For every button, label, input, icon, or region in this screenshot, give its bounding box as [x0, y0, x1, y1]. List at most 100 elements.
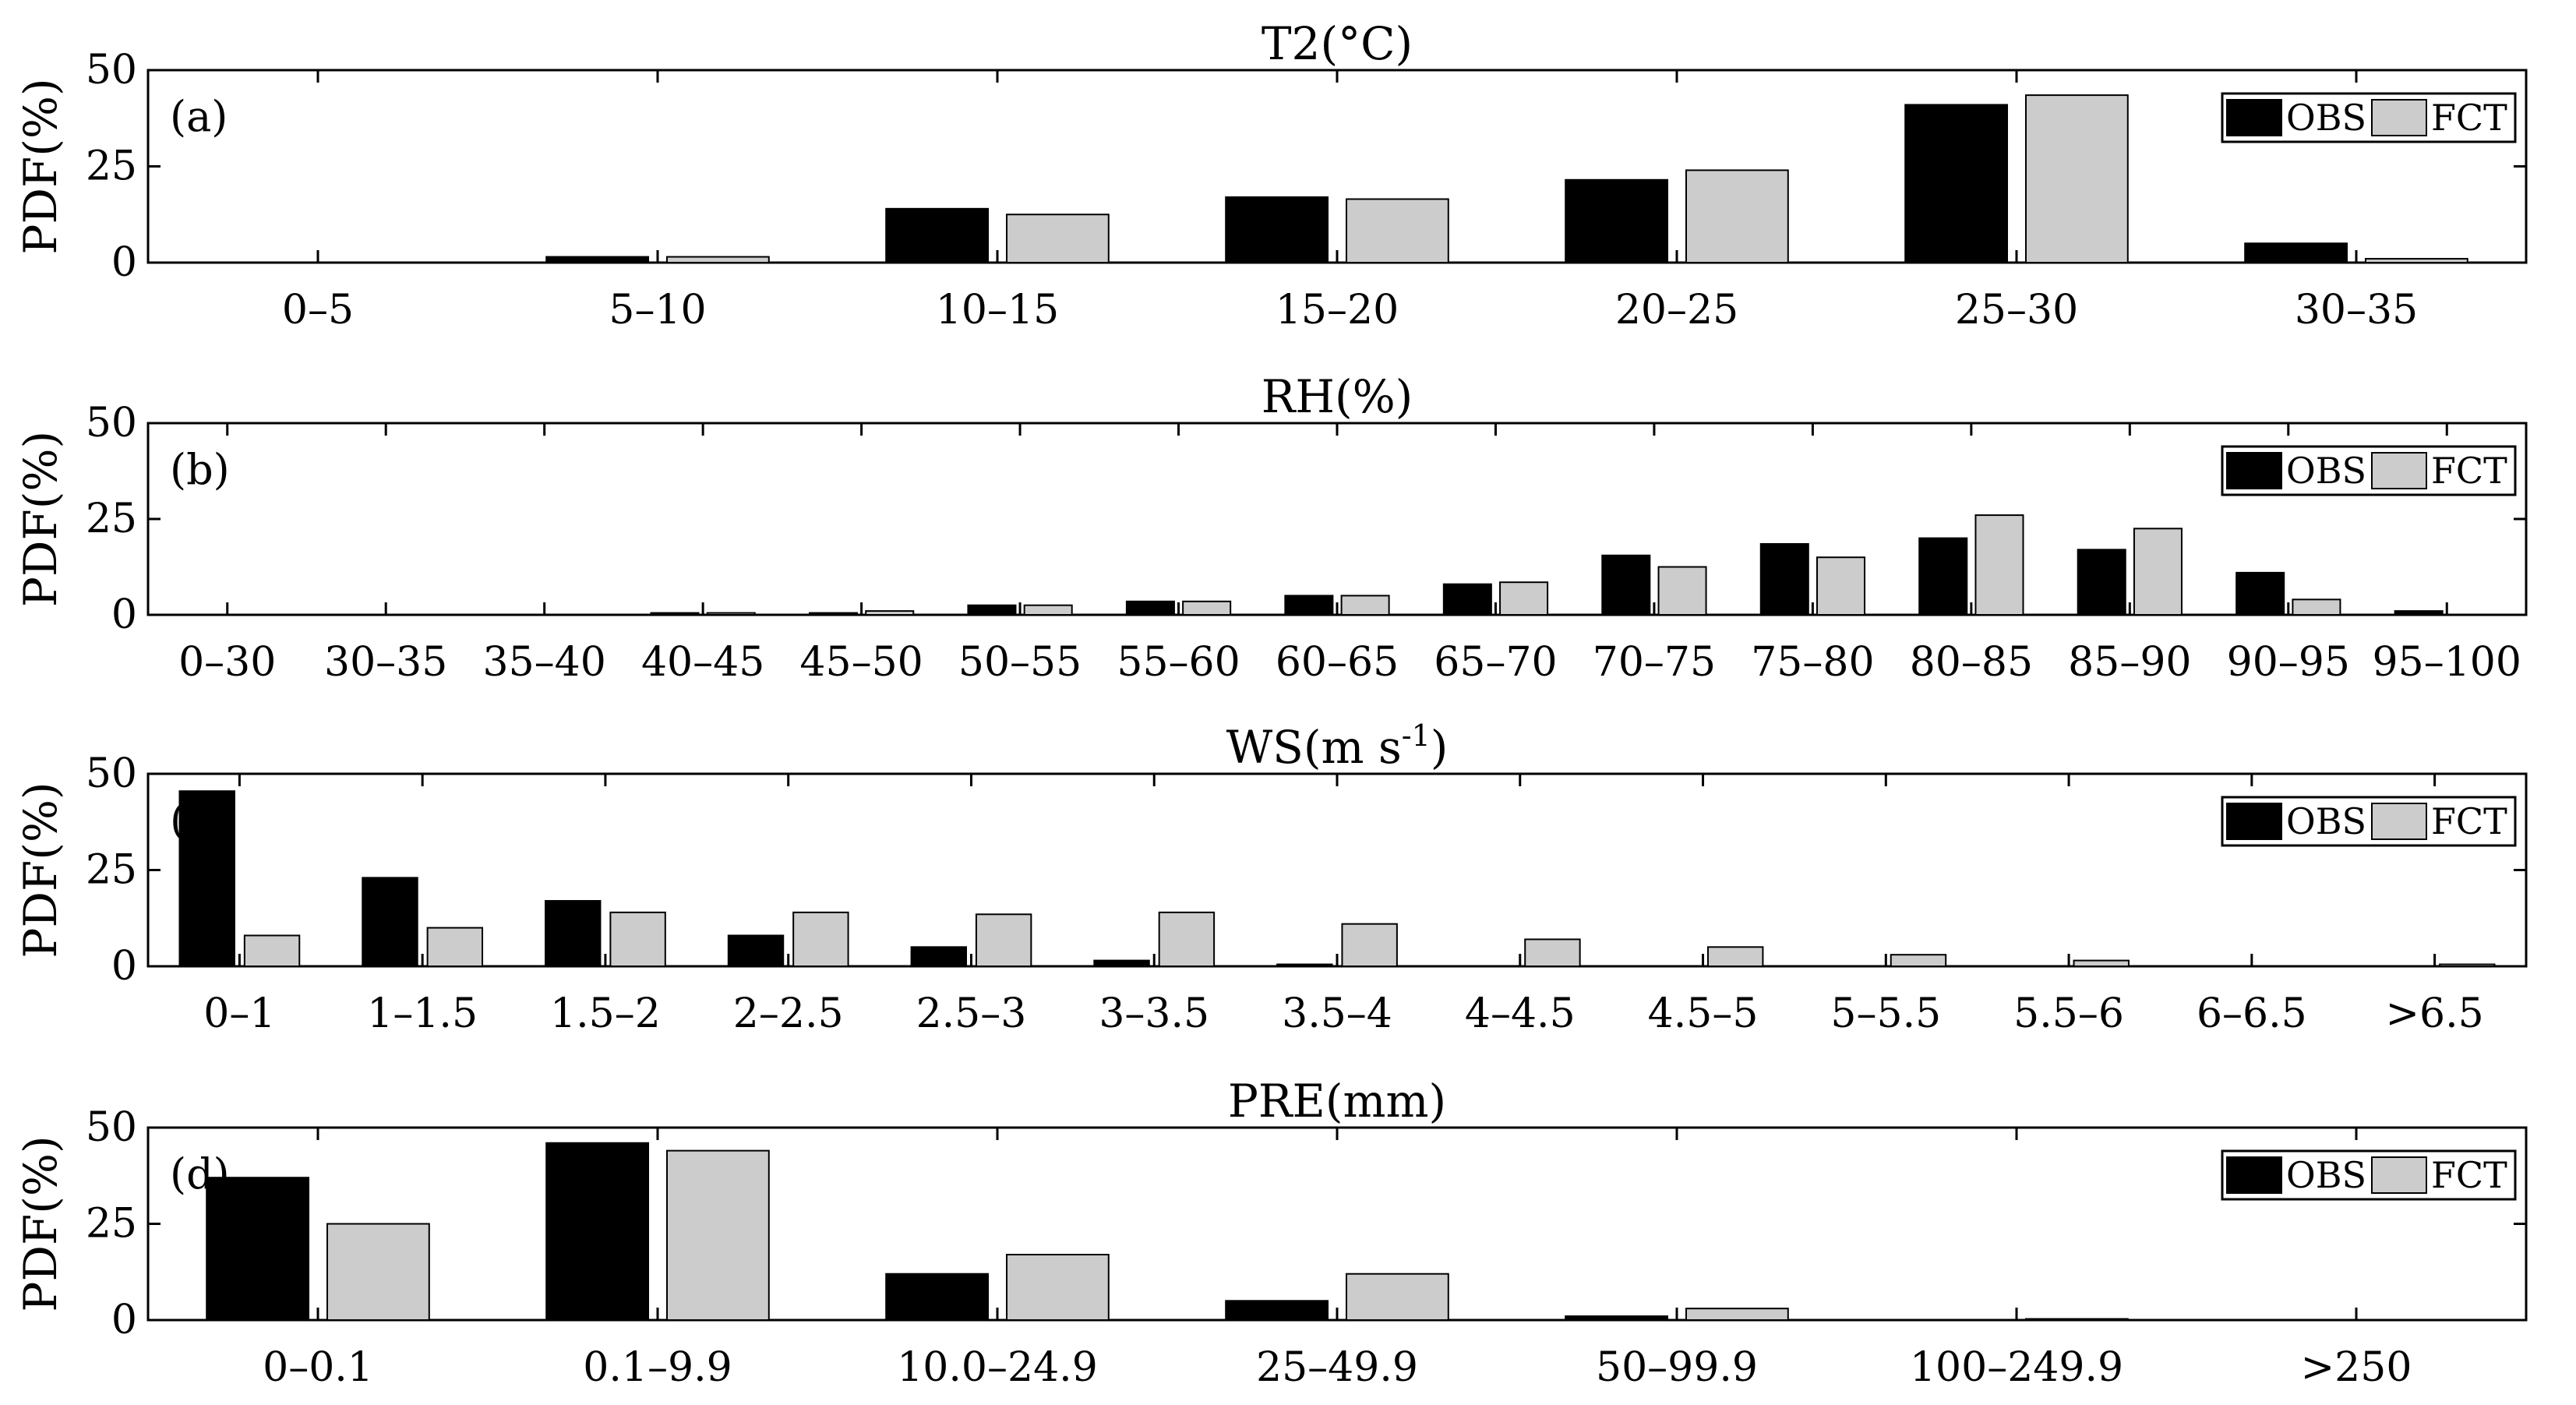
- y-tick-label: 0: [111, 591, 137, 638]
- bar-fct: [1345, 1273, 1449, 1321]
- y-tick-label: 50: [86, 1104, 137, 1151]
- bar-fct: [326, 1223, 430, 1321]
- x-tick-label: 5–5.5: [1830, 990, 1941, 1037]
- bar-fct: [1023, 604, 1073, 616]
- bar-obs: [1125, 600, 1175, 616]
- bar-fct: [1345, 198, 1449, 264]
- x-tick-label: 95–100: [2373, 639, 2521, 686]
- bar-fct: [2292, 598, 2341, 616]
- bar-obs: [1904, 104, 2009, 263]
- panel-title: RH(%): [1262, 370, 1413, 423]
- y-tick-label: 50: [86, 400, 137, 447]
- y-axis-label: PDF(%): [14, 78, 67, 254]
- y-axis-label: PDF(%): [14, 1135, 67, 1311]
- bar-fct: [243, 934, 301, 967]
- x-tick-label: 80–85: [1910, 639, 2033, 686]
- legend-swatch-fct: [2371, 1156, 2427, 1194]
- bar-fct: [2024, 94, 2129, 263]
- x-tick-label: 0.1–9.9: [583, 1344, 732, 1391]
- y-axis-label: PDF(%): [14, 782, 67, 958]
- panel-d: PRE(mm) PDF(%) 0 25 50 0–0.1 0.1–9.9 10.0–24.9 2…: [14, 1075, 2528, 1391]
- legend: OBS FCT: [2221, 445, 2517, 496]
- bar-obs: [2077, 549, 2126, 616]
- bar-fct: [1005, 1254, 1110, 1322]
- legend-swatch-fct: [2371, 803, 2427, 840]
- x-tick-label: 30–35: [324, 639, 447, 686]
- legend-label-obs: OBS: [2286, 800, 2366, 842]
- x-tick-label: 40–45: [641, 639, 764, 686]
- bar-fct: [2073, 959, 2130, 967]
- legend-label-fct: FCT: [2431, 450, 2507, 492]
- y-tick-label: 50: [86, 750, 137, 797]
- x-tick-label: 0–5: [282, 287, 354, 334]
- legend: OBS FCT: [2221, 1149, 2517, 1201]
- panel-label: (d): [170, 1149, 230, 1198]
- panel-label: (b): [170, 445, 230, 494]
- legend-label-obs: OBS: [2286, 1154, 2366, 1196]
- x-tick-label: 4.5–5: [1648, 990, 1759, 1037]
- bar-obs: [1918, 537, 1968, 616]
- x-tick-label: 3.5–4: [1282, 990, 1392, 1037]
- x-tick-label: 100–249.9: [1910, 1344, 2123, 1391]
- y-tick-label: 50: [86, 47, 137, 94]
- x-tick-label: 15–20: [1276, 287, 1399, 334]
- legend-label-fct: FCT: [2431, 800, 2507, 842]
- x-tick-label: 45–50: [799, 639, 923, 686]
- axes-box: [146, 1126, 2528, 1322]
- bar-obs: [1565, 1315, 1669, 1322]
- panel-a: T2(°C) PDF(%) 0 25 50 0–5 5–10 10–15 15–20 20–25 2…: [14, 17, 2528, 334]
- legend-swatch-fct: [2371, 452, 2427, 489]
- x-tick-label: 25–30: [1955, 287, 2078, 334]
- x-tick-label: 35–40: [482, 639, 605, 686]
- legend: OBS FCT: [2221, 796, 2517, 847]
- bar-obs: [545, 256, 650, 263]
- legend-label-obs: OBS: [2286, 97, 2366, 139]
- x-tick-label: >6.5: [2385, 990, 2483, 1037]
- x-tick-label: 10–15: [936, 287, 1059, 334]
- x-tick-label: 75–80: [1751, 639, 1874, 686]
- bar-obs: [206, 1177, 310, 1321]
- legend-label-fct: FCT: [2431, 1154, 2507, 1196]
- legend-label-obs: OBS: [2286, 450, 2366, 492]
- legend-swatch-obs: [2226, 452, 2282, 489]
- x-tick-label: 70–75: [1593, 639, 1716, 686]
- bar-fct: [1340, 595, 1390, 616]
- bar-obs: [1093, 959, 1150, 967]
- panel-title: PRE(mm): [1228, 1075, 1446, 1128]
- bar-obs: [545, 1142, 650, 1322]
- y-axis-label: PDF(%): [14, 431, 67, 607]
- panel-label: (c): [170, 796, 226, 845]
- bar-fct: [426, 927, 484, 967]
- x-tick-label: 20–25: [1615, 287, 1738, 334]
- bar-obs: [727, 934, 785, 967]
- bar-fct: [665, 1149, 770, 1322]
- bar-fct: [975, 913, 1032, 968]
- x-tick-label: 65–70: [1434, 639, 1557, 686]
- panel-title: T2(°C): [1262, 17, 1413, 70]
- bar-fct: [2439, 963, 2496, 968]
- bar-fct: [2024, 1318, 2129, 1321]
- bar-obs: [1284, 595, 1334, 616]
- bar-fct: [1657, 566, 1707, 616]
- bar-fct: [609, 911, 666, 967]
- legend: OBS FCT: [2221, 92, 2517, 143]
- bar-obs: [910, 946, 968, 968]
- y-tick-label: 25: [86, 496, 137, 542]
- x-tick-label: 2–2.5: [733, 990, 844, 1037]
- bar-fct: [706, 612, 756, 616]
- bar-fct: [1524, 938, 1581, 968]
- x-tick-label: 0–0.1: [263, 1344, 373, 1391]
- legend-swatch-obs: [2226, 1156, 2282, 1194]
- x-tick-label: 1–1.5: [367, 990, 478, 1037]
- y-tick-label: 25: [86, 1201, 137, 1248]
- bar-obs: [885, 207, 990, 263]
- bar-obs: [1225, 196, 1329, 264]
- bar-fct: [1005, 214, 1110, 263]
- x-tick-label: 2.5–3: [916, 990, 1027, 1037]
- panel-label: (a): [170, 92, 228, 141]
- bar-fct: [2133, 528, 2183, 616]
- panel-b: RH(%) PDF(%) 0 25 50 0–30 30–35 35–40 40–45 45–50…: [14, 370, 2528, 686]
- bar-fct: [1890, 954, 1947, 968]
- x-tick-label: 5.5–6: [2013, 990, 2124, 1037]
